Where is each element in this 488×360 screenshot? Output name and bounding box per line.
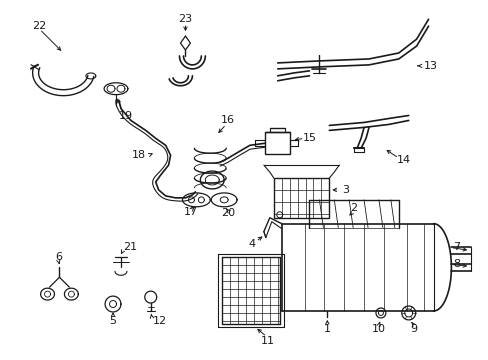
Text: 16: 16 bbox=[221, 116, 235, 126]
Text: 20: 20 bbox=[221, 208, 235, 218]
Text: 1: 1 bbox=[323, 324, 330, 334]
Text: 15: 15 bbox=[302, 133, 316, 143]
Text: 9: 9 bbox=[409, 324, 416, 334]
Text: 21: 21 bbox=[122, 243, 137, 252]
Text: 4: 4 bbox=[248, 239, 255, 248]
Text: 17: 17 bbox=[183, 207, 197, 217]
Text: 8: 8 bbox=[452, 259, 460, 269]
Text: 18: 18 bbox=[131, 150, 145, 160]
Bar bbox=[273, 178, 328, 218]
Text: 19: 19 bbox=[119, 111, 133, 121]
Text: 6: 6 bbox=[55, 252, 62, 262]
Text: 12: 12 bbox=[152, 316, 166, 326]
Text: 5: 5 bbox=[109, 316, 116, 326]
Text: 13: 13 bbox=[423, 61, 437, 71]
Text: 3: 3 bbox=[342, 185, 348, 195]
Text: 7: 7 bbox=[452, 243, 460, 252]
Text: 2: 2 bbox=[350, 203, 357, 213]
Text: 14: 14 bbox=[396, 155, 410, 165]
Text: 23: 23 bbox=[178, 14, 192, 24]
Text: 10: 10 bbox=[371, 324, 385, 334]
Text: 22: 22 bbox=[32, 21, 47, 31]
Text: 11: 11 bbox=[260, 336, 274, 346]
